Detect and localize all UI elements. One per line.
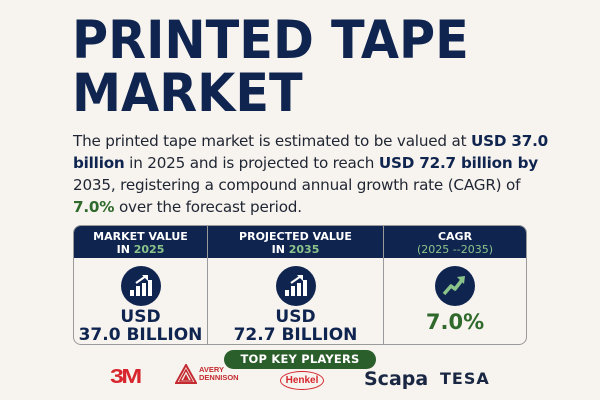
stat-header: MARKET VALUE IN 2025 [74, 226, 207, 258]
stat-value-currency: USD [120, 307, 161, 327]
logo-scapa: Scapa [364, 368, 429, 390]
stats-table: MARKET VALUE IN 2025 USD 37.0 BILLION [73, 225, 527, 345]
top-key-players-label: TOP KEY PLAYERS [224, 350, 376, 369]
desc-cagr: 7.0% [73, 198, 115, 216]
desc-text: in 2025 and is projected to reach [124, 154, 379, 172]
avery-triangle-icon [175, 364, 197, 384]
stat-value-amount: 72.7 BILLION [233, 325, 358, 345]
desc-value-2025: USD 37.0 billion [73, 132, 549, 172]
title-line-2: MARKET [72, 63, 303, 124]
stat-header-prefix: IN [271, 243, 289, 256]
stat-header: CAGR (2025 --2035) [384, 226, 526, 258]
stat-header-year: 2035 [288, 243, 320, 256]
bar-chart-growth-icon [120, 266, 161, 306]
desc-text: 2035, registering a compound annual grow… [73, 176, 521, 194]
stat-header-line: MARKET VALUE [93, 230, 188, 243]
desc-text: The printed tape market is estimated to … [73, 132, 471, 150]
stat-header-line: PROJECTED VALUE [239, 230, 352, 243]
bar-chart-growth-icon [275, 266, 316, 306]
stat-header: PROJECTED VALUE IN 2035 [208, 226, 383, 258]
desc-text: over the forecast period. [114, 198, 302, 216]
logo-tesa: TESA [440, 369, 490, 388]
stat-projected-value-2035: PROJECTED VALUE IN 2035 USD 72.7 BILLION [208, 226, 384, 344]
page-title: PRINTED TAPE MARKET [72, 14, 469, 120]
stat-header-year: 2025 [133, 243, 165, 256]
stat-value: USD 72.7 BILLION [234, 308, 358, 344]
stat-market-value-2025: MARKET VALUE IN 2025 USD 37.0 BILLION [74, 226, 208, 344]
stat-header-prefix: IN [116, 243, 134, 256]
description-paragraph: The printed tape market is estimated to … [73, 130, 548, 218]
dennison-text: DENNISON [199, 373, 239, 382]
stat-value-amount: 37.0 BILLION [78, 325, 203, 345]
stat-cagr: CAGR (2025 --2035) 7.0% [384, 226, 526, 344]
stat-header-line: IN 2035 [208, 243, 383, 256]
stat-value: 7.0% [425, 310, 485, 334]
logo-3m: 3M [110, 366, 142, 388]
stat-value: USD 37.0 BILLION [79, 308, 203, 344]
stat-value-currency: USD [275, 307, 316, 327]
logo-henkel: Henkel [280, 371, 324, 390]
desc-value-2035: USD 72.7 billion by [378, 154, 538, 172]
stat-header-range: (2025 --2035) [416, 243, 493, 256]
stat-header-line: IN 2025 [74, 243, 207, 256]
title-line-1: PRINTED TAPE [72, 10, 469, 71]
avery-dennison-text: AVERY DENNISON [199, 366, 239, 382]
logo-avery-dennison: AVERY DENNISON [175, 364, 239, 384]
stat-header-line: CAGR [437, 230, 473, 243]
avery-text: AVERY [199, 365, 225, 374]
trend-up-arrow-icon [435, 266, 475, 306]
